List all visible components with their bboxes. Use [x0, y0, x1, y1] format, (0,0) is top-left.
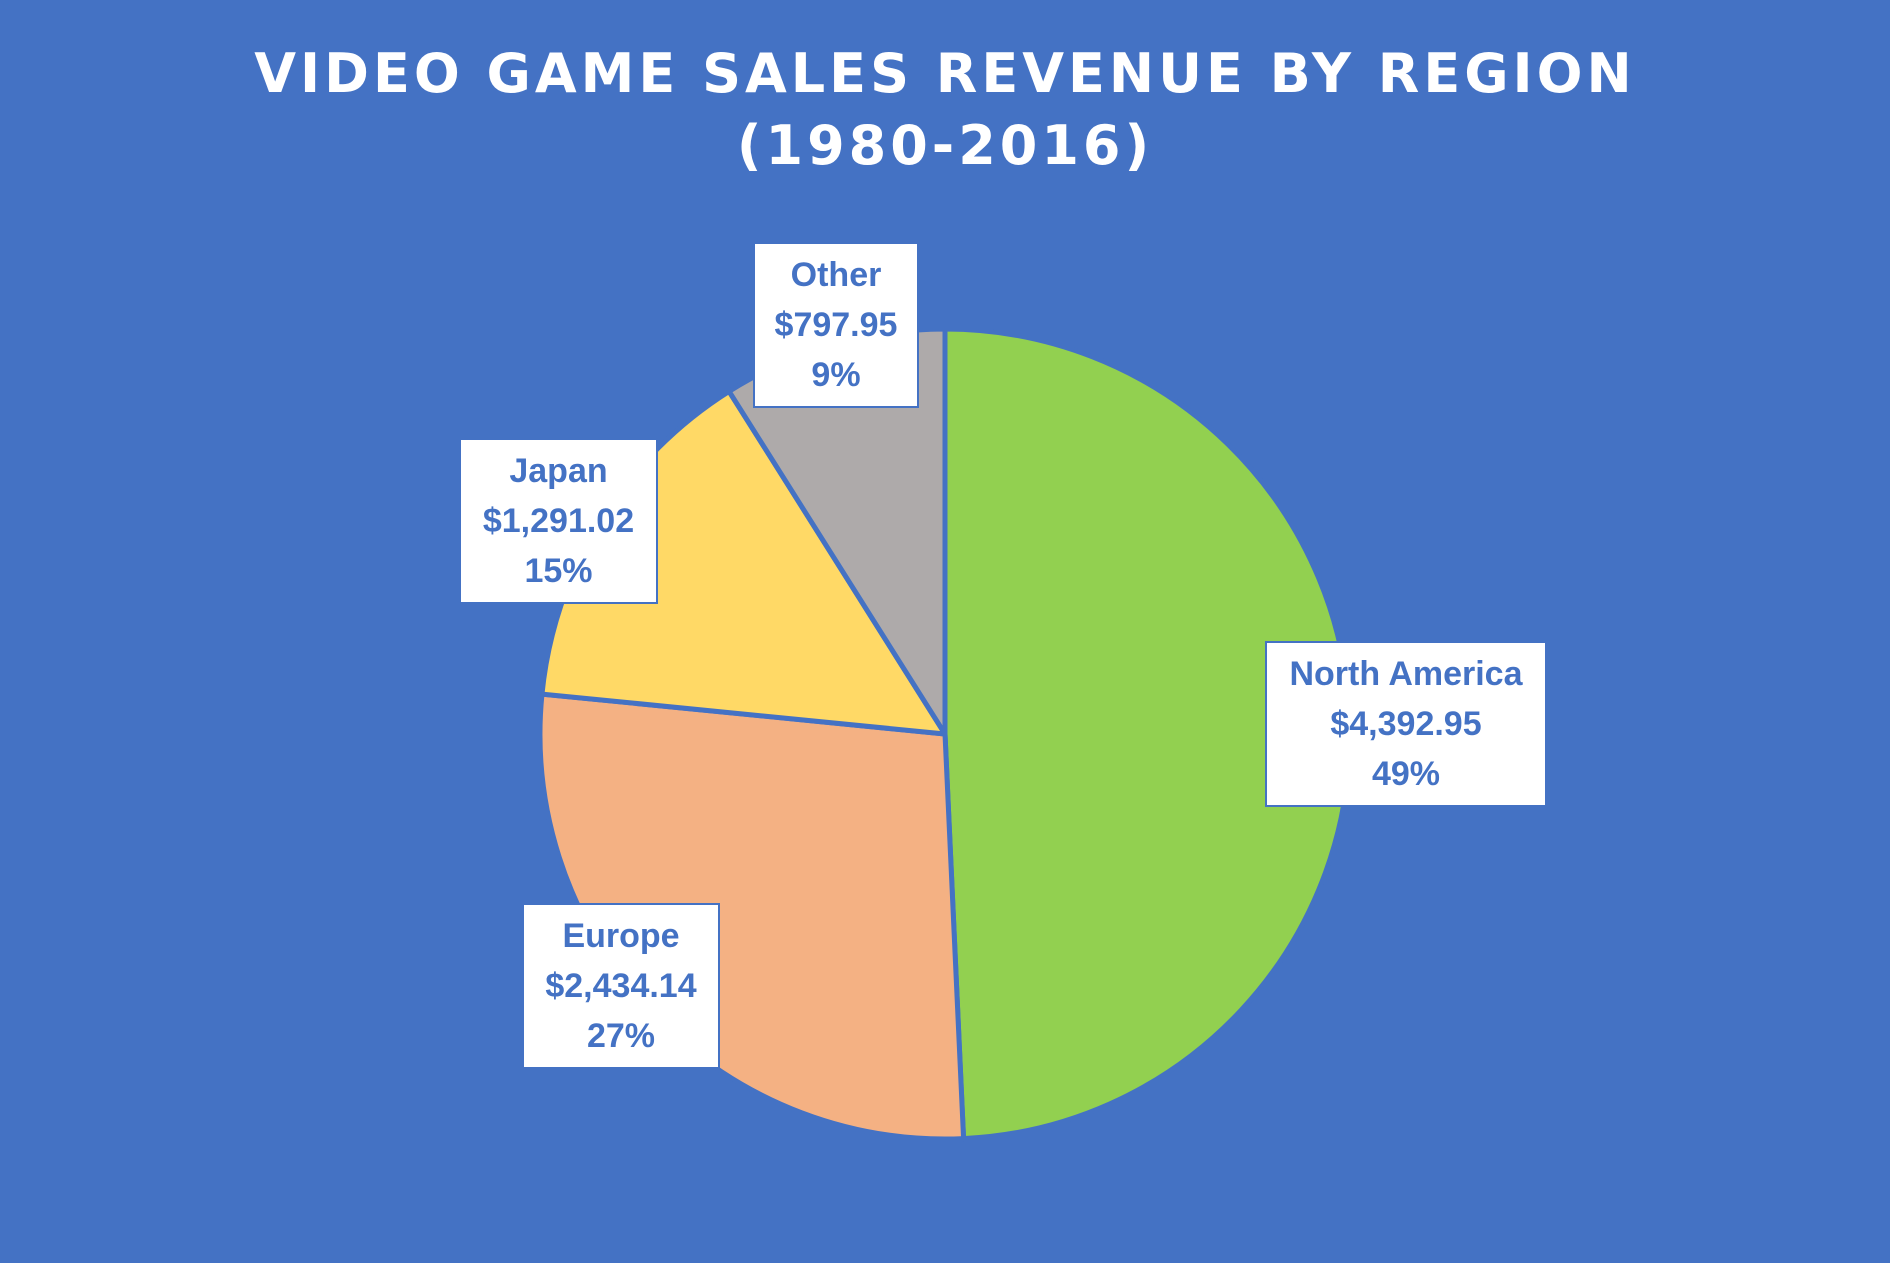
data-label-europe-name: Europe [562, 917, 680, 955]
data-label-other-percent: 9% [811, 356, 861, 394]
chart-title-subtitle: (1980-2016) [736, 114, 1154, 177]
chart-title: VIDEO GAME SALES REVENUE BY REGION (1980… [0, 38, 1890, 182]
data-label-north-america-percent: 49% [1371, 755, 1441, 793]
data-label-other-name: Other [790, 256, 882, 294]
chart-title-main: VIDEO GAME SALES REVENUE BY REGION [254, 42, 1636, 105]
data-label-japan: Japan $1,291.02 15% [459, 438, 658, 604]
data-label-europe: Europe $2,434.14 27% [522, 903, 720, 1069]
data-label-japan-value: $1,291.02 [482, 502, 635, 540]
data-label-north-america-name: North America [1289, 655, 1523, 693]
data-label-japan-percent: 15% [524, 552, 593, 590]
data-label-japan-name: Japan [509, 452, 608, 490]
data-label-europe-percent: 27% [586, 1017, 656, 1055]
data-label-north-america: North America $4,392.95 49% [1265, 641, 1547, 807]
data-label-north-america-value: $4,392.95 [1330, 705, 1482, 743]
data-label-other: Other $797.95 9% [753, 242, 919, 408]
data-label-europe-value: $2,434.14 [545, 967, 697, 1005]
data-label-other-value: $797.95 [774, 306, 898, 344]
